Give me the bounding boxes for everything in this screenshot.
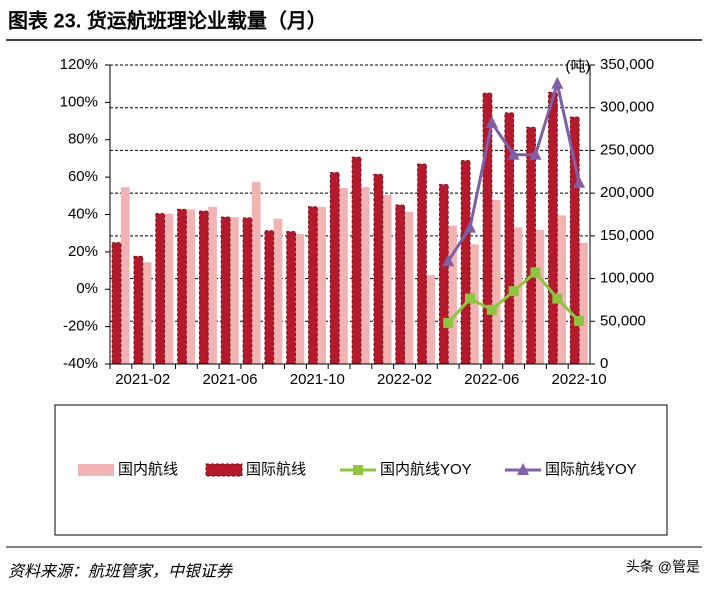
point: [573, 175, 586, 188]
y2-unit: (吨): [566, 58, 591, 75]
bar: [264, 230, 275, 365]
bar: [251, 182, 261, 364]
point: [508, 286, 519, 297]
legend-label: 国内航线: [118, 461, 178, 478]
y2-tick-label: 150,000: [600, 227, 654, 244]
y2-tick-label: 0: [600, 355, 608, 372]
bar: [177, 208, 187, 365]
bar: [242, 217, 253, 365]
bar: [339, 188, 348, 364]
legend-marker: [517, 463, 529, 475]
point: [551, 76, 564, 89]
y2-tick-label: 250,000: [600, 141, 654, 158]
bar: [317, 206, 326, 364]
bar: [186, 209, 196, 364]
y2-tick-label: 100,000: [600, 270, 654, 287]
y-tick-label: 100%: [60, 93, 98, 110]
point: [574, 316, 585, 327]
point: [507, 147, 520, 160]
y-tick-label: -40%: [63, 355, 98, 372]
legend-marker: [353, 465, 363, 475]
point: [530, 267, 541, 278]
bar: [426, 275, 436, 364]
bar: [133, 255, 144, 365]
bar: [295, 234, 305, 364]
y-tick-label: 20%: [68, 243, 98, 260]
bar: [351, 156, 362, 365]
x-tick-label: 2022-02: [377, 371, 432, 388]
legend-box: [54, 404, 668, 536]
bar: [360, 187, 370, 364]
legend-label: 国内航线YOY: [380, 461, 472, 478]
point: [529, 147, 542, 160]
bar: [569, 116, 580, 365]
x-tick-label: 2021-06: [202, 371, 257, 388]
bar: [382, 194, 392, 364]
bar: [448, 225, 457, 364]
y2-tick-label: 300,000: [600, 99, 654, 116]
bar: [579, 242, 588, 364]
bar: [535, 229, 545, 364]
bar: [220, 216, 231, 365]
bar: [308, 206, 318, 365]
y2-tick-label: 350,000: [600, 56, 654, 73]
legend-label: 国际航线: [246, 461, 306, 478]
watermark: 头条 @管是: [626, 559, 700, 575]
bar: [438, 184, 449, 365]
bar: [198, 210, 209, 365]
bar: [491, 199, 501, 364]
y-tick-label: 60%: [68, 168, 98, 185]
bar: [120, 187, 130, 364]
bar: [230, 217, 239, 364]
point: [443, 317, 454, 328]
x-tick-label: 2021-10: [290, 371, 345, 388]
bar: [548, 91, 558, 365]
point: [465, 293, 475, 304]
bar: [417, 163, 427, 365]
chart-title: 图表 23. 货运航班理论业载量（月）: [8, 8, 327, 32]
point: [552, 293, 563, 304]
bar: [470, 244, 479, 364]
point: [485, 115, 498, 128]
legend-label: 国际航线YOY: [545, 461, 637, 478]
bar: [111, 242, 122, 365]
legend-swatch: [205, 463, 243, 477]
point: [442, 254, 455, 267]
bar: [208, 206, 217, 364]
bar: [557, 215, 566, 364]
y2-tick-label: 50,000: [600, 312, 646, 329]
bar: [155, 213, 166, 365]
y-tick-label: 0%: [76, 280, 98, 297]
bar: [504, 112, 515, 365]
bar: [373, 173, 384, 365]
bar: [526, 126, 536, 365]
bar: [482, 92, 493, 365]
y-tick-label: -20%: [63, 318, 98, 335]
bar: [286, 231, 296, 365]
bar: [395, 204, 406, 365]
y-tick-label: 80%: [68, 131, 98, 148]
bar: [142, 262, 152, 364]
x-tick-label: 2022-06: [464, 371, 519, 388]
x-tick-label: 2021-02: [115, 371, 170, 388]
point: [486, 304, 497, 315]
source: 资料来源：航班管家，中银证券: [8, 562, 234, 581]
bar: [164, 213, 174, 364]
legend-swatch: [78, 464, 114, 476]
point: [464, 220, 476, 233]
bar: [404, 211, 414, 364]
bar: [460, 160, 471, 365]
y2-tick-label: 200,000: [600, 184, 654, 201]
bar: [273, 218, 283, 364]
x-tick-label: 2022-10: [552, 371, 607, 388]
y-tick-label: 40%: [68, 205, 98, 222]
y-tick-label: 120%: [60, 56, 98, 73]
bar: [329, 172, 340, 365]
